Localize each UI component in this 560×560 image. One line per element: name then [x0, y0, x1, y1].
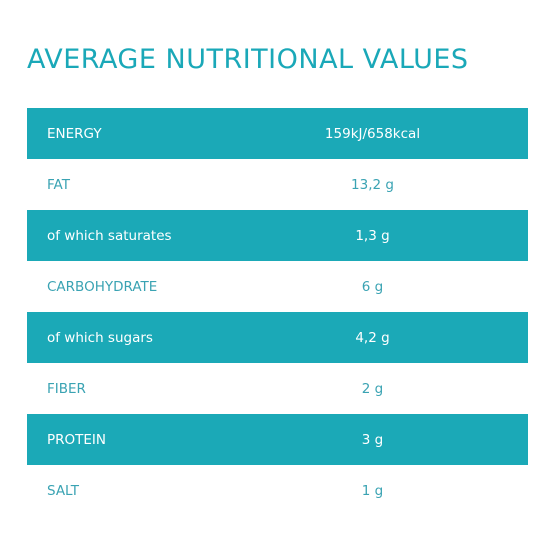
nutrient-label: FIBER — [47, 380, 86, 397]
nutrient-value: 1,3 g — [355, 227, 390, 244]
nutrient-label: SALT — [47, 482, 79, 499]
nutrient-label: ENERGY — [47, 125, 102, 142]
nutrient-value: 6 g — [361, 278, 384, 295]
table-row: FAT 13,2 g — [27, 159, 528, 210]
table-row: of which saturates 1,3 g — [27, 210, 528, 261]
nutrient-value: 159kJ/658kcal — [324, 125, 421, 142]
nutrient-label: of which sugars — [47, 329, 153, 346]
table-row: CARBOHYDRATE 6 g — [27, 261, 528, 312]
table-row: FIBER 2 g — [27, 363, 528, 414]
nutrient-value: 1 g — [361, 482, 384, 499]
nutrient-label: CARBOHYDRATE — [47, 278, 158, 295]
nutrient-value: 13,2 g — [351, 176, 394, 193]
nutrition-table: ENERGY 159kJ/658kcal FAT 13,2 g of which sat… — [27, 108, 528, 516]
title: AVERAGE NUTRITIONAL VALUES — [27, 44, 469, 75]
nutrient-value: 4,2 g — [355, 329, 390, 346]
nutrient-value: 3 g — [361, 431, 384, 448]
nutrient-label: of which saturates — [47, 227, 172, 244]
table-row: ENERGY 159kJ/658kcal — [27, 108, 528, 159]
table-row: of which sugars 4,2 g — [27, 312, 528, 363]
nutrient-value: 2 g — [361, 380, 384, 397]
table-row: PROTEIN 3 g — [27, 414, 528, 465]
nutrient-label: FAT — [47, 176, 70, 193]
table-row: SALT 1 g — [27, 465, 528, 516]
nutrient-label: PROTEIN — [47, 431, 107, 448]
